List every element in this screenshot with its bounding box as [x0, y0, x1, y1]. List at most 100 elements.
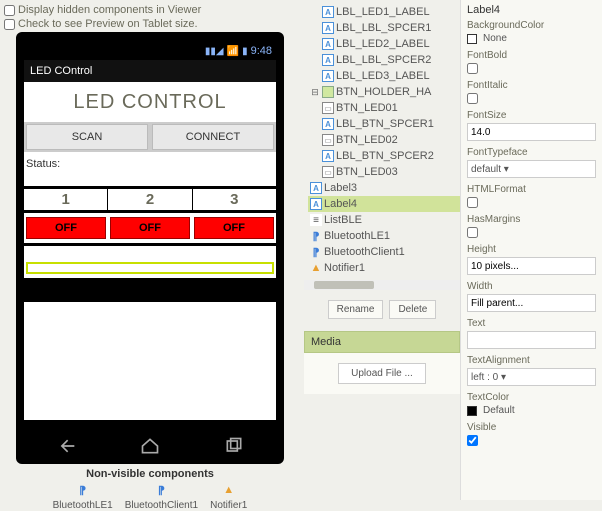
bluetooth-icon: ⁋ [76, 484, 90, 498]
signal-icon: ▮▮◢ [205, 46, 224, 57]
h-component-icon [322, 86, 334, 98]
back-icon[interactable] [56, 436, 76, 456]
b-component-icon: ▭ [322, 102, 334, 114]
a-component-icon: A [310, 198, 322, 210]
tree-item-lbl_led3_label[interactable]: ALBL_LED3_LABEL [320, 68, 460, 84]
prop-width-label: Width [467, 281, 596, 292]
home-icon[interactable] [140, 436, 160, 456]
b-component-icon: ▭ [322, 134, 334, 146]
tree-h-scrollbar[interactable] [304, 280, 460, 290]
l-component-icon: ≡ [310, 214, 322, 226]
hidden-components-checkbox[interactable] [4, 5, 15, 16]
components-tree-panel: ALBL_LED1_LABELALBL_LBL_SPCER1ALBL_LED2_… [300, 0, 460, 500]
prop-fontsize-input[interactable] [467, 123, 596, 141]
phone-nav-bar [24, 428, 276, 464]
upload-file-button[interactable]: Upload File ... [338, 363, 426, 384]
prop-text-input[interactable] [467, 331, 596, 349]
nv-bluetoothle-label: BluetoothLE1 [53, 500, 113, 511]
prop-text-label: Text [467, 318, 596, 329]
a-component-icon: A [322, 118, 334, 130]
label4-preview[interactable] [26, 262, 274, 274]
prop-width-input[interactable] [467, 294, 596, 312]
nonvisible-heading: Non-visible components [4, 468, 296, 480]
prop-htmlformat-checkbox[interactable] [467, 197, 478, 208]
tree-item-notifier1[interactable]: ▲Notifier1 [308, 260, 460, 276]
tree-item-label: LBL_LBL_SPCER1 [336, 22, 431, 34]
tree-item-lbl_led2_label[interactable]: ALBL_LED2_LABEL [320, 36, 460, 52]
tree-item-listble[interactable]: ≡ListBLE [308, 212, 460, 228]
rename-button[interactable]: Rename [328, 300, 384, 319]
tree-item-label: BTN_LED02 [336, 134, 398, 146]
prop-textcolor-label: TextColor [467, 392, 596, 403]
tree-item-label: LBL_BTN_SPCER1 [336, 118, 434, 130]
app-title: LED COntrol [30, 65, 92, 77]
led-num-1: 1 [24, 189, 108, 210]
tree-item-lbl_lbl_spcer2[interactable]: ALBL_LBL_SPCER2 [320, 52, 460, 68]
tree-item-btn_led01[interactable]: ▭BTN_LED01 [320, 100, 460, 116]
prop-fonttype-select[interactable]: default ▾ [467, 160, 596, 178]
prop-htmlformat-label: HTMLFormat [467, 184, 596, 195]
tree-item-lbl_btn_spcer2[interactable]: ALBL_BTN_SPCER2 [320, 148, 460, 164]
tree-item-btn_holder_ha[interactable]: ⊟ BTN_HOLDER_HA [308, 84, 460, 100]
tree-expander-icon[interactable]: ⊟ [310, 87, 320, 98]
nv-bluetoothle[interactable]: ⁋ BluetoothLE1 [53, 484, 113, 511]
led-num-2: 2 [108, 189, 192, 210]
nv-bluetoothclient[interactable]: ⁋ BluetoothClient1 [125, 484, 198, 511]
recent-icon[interactable] [224, 436, 244, 456]
selected-component-name: Label4 [467, 4, 596, 20]
prop-textcolor-value[interactable]: Default [467, 405, 596, 416]
btn-led-1[interactable]: OFF [26, 217, 106, 239]
tree-item-lbl_btn_spcer1[interactable]: ALBL_BTN_SPCER1 [320, 116, 460, 132]
tree-item-lbl_led1_label[interactable]: ALBL_LED1_LABEL [320, 4, 460, 20]
tree-item-label: Notifier1 [324, 262, 365, 274]
prop-bgcolor-value[interactable]: None [467, 33, 596, 44]
delete-button[interactable]: Delete [389, 300, 436, 319]
list-ble-preview[interactable] [24, 278, 276, 302]
tablet-preview-checkbox[interactable] [4, 19, 15, 30]
prop-textalign-select[interactable]: left : 0 ▾ [467, 368, 596, 386]
notifier-icon: ▲ [222, 484, 236, 498]
led-num-3: 3 [193, 189, 276, 210]
tree-item-label: LBL_LED3_LABEL [336, 70, 430, 82]
prop-bgcolor-label: BackgroundColor [467, 20, 596, 31]
tree-item-label4[interactable]: ALabel4 [308, 196, 460, 212]
bt-component-icon: ⁋ [310, 230, 322, 242]
tree-item-label: ListBLE [324, 214, 362, 226]
prop-visible-checkbox[interactable] [467, 435, 478, 446]
prop-hasmargins-checkbox[interactable] [467, 227, 478, 238]
prop-fontitalic-checkbox[interactable] [467, 93, 478, 104]
tree-item-btn_led02[interactable]: ▭BTN_LED02 [320, 132, 460, 148]
tree-item-bluetoothle1[interactable]: ⁋BluetoothLE1 [308, 228, 460, 244]
tree-item-lbl_lbl_spcer1[interactable]: ALBL_LBL_SPCER1 [320, 20, 460, 36]
a-component-icon: A [310, 182, 322, 194]
btn-led-3[interactable]: OFF [194, 217, 274, 239]
status-time: 9:48 [251, 45, 272, 57]
prop-fontitalic-label: FontItalic [467, 80, 596, 91]
tree-item-bluetoothclient1[interactable]: ⁋BluetoothClient1 [308, 244, 460, 260]
connect-button[interactable]: CONNECT [152, 124, 274, 150]
scan-button[interactable]: SCAN [26, 124, 148, 150]
tree-item-label: LBL_LED2_LABEL [336, 38, 430, 50]
a-component-icon: A [322, 70, 334, 82]
hidden-components-label: Display hidden components in Viewer [18, 4, 201, 16]
color-swatch-icon [467, 34, 477, 44]
screen-heading: LED CONTROL [24, 82, 276, 122]
prop-height-input[interactable] [467, 257, 596, 275]
n-component-icon: ▲ [310, 262, 322, 274]
a-component-icon: A [322, 22, 334, 34]
app-title-bar: LED COntrol [24, 60, 276, 82]
prop-fontbold-checkbox[interactable] [467, 63, 478, 74]
nv-notifier-label: Notifier1 [210, 500, 247, 511]
a-component-icon: A [322, 38, 334, 50]
tree-item-label: BTN_HOLDER_HA [336, 86, 431, 98]
tree-item-btn_led03[interactable]: ▭BTN_LED03 [320, 164, 460, 180]
prop-fonttype-label: FontTypeface [467, 147, 596, 158]
properties-panel: Label4 BackgroundColor None FontBold Fon… [460, 0, 602, 500]
tree-item-label3[interactable]: ALabel3 [308, 180, 460, 196]
prop-fontsize-label: FontSize [467, 110, 596, 121]
status-label: Status: [24, 152, 276, 186]
btn-led-2[interactable]: OFF [110, 217, 190, 239]
tree-item-label: Label3 [324, 182, 357, 194]
media-body: Upload File ... [304, 353, 460, 394]
nv-notifier[interactable]: ▲ Notifier1 [210, 484, 247, 511]
